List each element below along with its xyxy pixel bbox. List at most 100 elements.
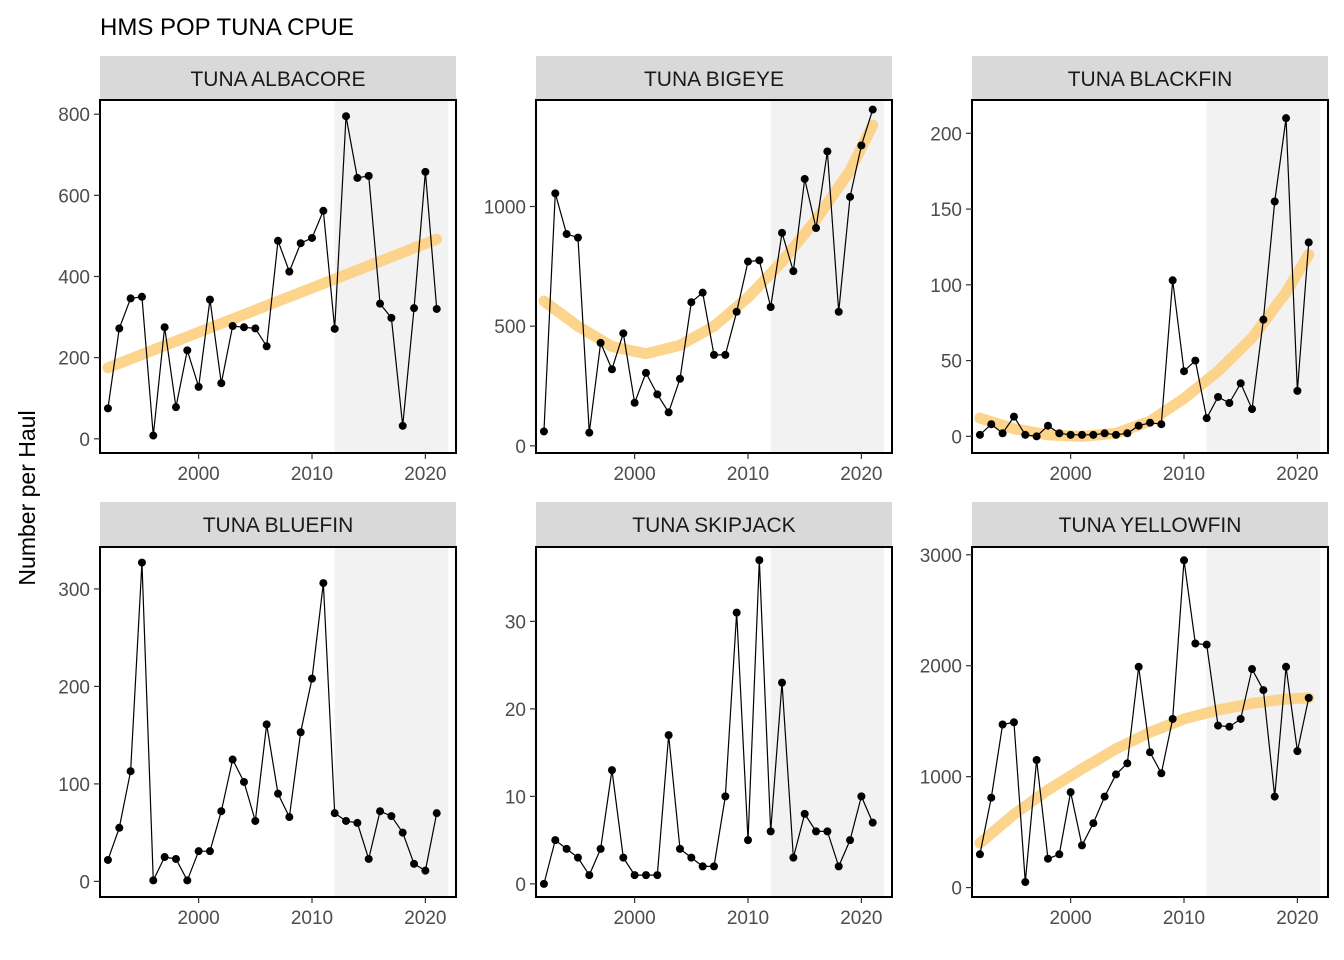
data-point [217, 807, 226, 816]
data-point [1168, 714, 1177, 723]
data-point [834, 862, 843, 871]
data-point [1043, 421, 1052, 430]
y-tick-label: 0 [79, 430, 90, 451]
y-tick-label: 0 [951, 427, 962, 448]
data-point [262, 720, 271, 729]
data-point [1111, 770, 1120, 779]
data-point [998, 429, 1007, 438]
y-tick-label: 3000 [920, 546, 962, 567]
data-point [1259, 315, 1268, 324]
data-point [285, 813, 294, 822]
data-point [562, 844, 571, 853]
data-point [562, 230, 571, 239]
data-point [103, 404, 112, 413]
y-tick-label: 30 [505, 612, 526, 633]
data-point [823, 147, 832, 156]
panel-border [535, 99, 893, 454]
data-point [1202, 640, 1211, 649]
data-point [755, 556, 764, 565]
data-point [687, 853, 696, 862]
data-point [619, 853, 628, 862]
data-point [308, 233, 317, 242]
data-point [1293, 386, 1302, 395]
data-point [596, 844, 605, 853]
data-point [585, 428, 594, 437]
x-tick-label: 2020 [1276, 908, 1318, 929]
data-point [744, 257, 753, 266]
data-point [115, 324, 124, 333]
facet-panel: TUNA BLACKFIN 0 50 100 150 200 2000 2010 2020 [930, 56, 1329, 485]
x-tick-label: 2000 [177, 908, 219, 929]
data-point [800, 809, 809, 818]
x-tick-label: 2020 [840, 464, 882, 485]
shaded-period [1206, 547, 1321, 897]
data-point [641, 368, 650, 377]
x-tick-label: 2000 [613, 464, 655, 485]
data-point [160, 323, 169, 332]
y-tick-label: 0 [515, 875, 526, 896]
data-point [1304, 693, 1313, 702]
data-point [1180, 556, 1189, 565]
data-point [205, 295, 214, 304]
y-tick-label: 300 [58, 580, 90, 601]
data-point [137, 292, 146, 301]
data-point [330, 809, 339, 818]
x-tick-label: 2010 [1163, 908, 1205, 929]
data-point [364, 171, 373, 180]
data-point [1202, 414, 1211, 423]
data-point [1100, 429, 1109, 438]
data-point [732, 307, 741, 316]
facet-strip [536, 56, 892, 100]
data-point [1293, 747, 1302, 756]
y-tick-label: 100 [930, 276, 962, 297]
data-point [1236, 379, 1245, 388]
data-point [376, 807, 385, 816]
data-point [653, 871, 662, 880]
data-point [675, 374, 684, 383]
data-point [1134, 662, 1143, 671]
data-point [698, 288, 707, 297]
y-tick-label: 1000 [920, 768, 962, 789]
y-tick-label: 800 [58, 105, 90, 126]
data-point [1270, 792, 1279, 801]
data-point [421, 167, 430, 176]
facet-strip-label: TUNA YELLOWFIN [1059, 514, 1242, 537]
facet-strip [100, 56, 456, 100]
x-tick-label: 2000 [177, 464, 219, 485]
data-point [755, 256, 764, 265]
data-point [126, 294, 135, 303]
chart-title: HMS POP TUNA CPUE [100, 14, 354, 41]
data-point [585, 871, 594, 880]
facet-strip [536, 502, 892, 546]
data-point [1168, 276, 1177, 285]
panel-border [535, 546, 893, 898]
data-point [1282, 662, 1291, 671]
x-tick-label: 2000 [1049, 464, 1091, 485]
data-point [1146, 748, 1154, 757]
y-tick-label: 600 [58, 186, 90, 207]
data-point [353, 173, 362, 182]
data-point [1225, 722, 1234, 731]
data-point [115, 823, 124, 832]
data-point [1043, 854, 1052, 863]
data-point [732, 608, 741, 617]
data-point [387, 313, 396, 322]
data-point [353, 818, 362, 827]
data-point [239, 777, 248, 786]
data-point [1066, 788, 1075, 797]
data-point [710, 862, 718, 871]
data-point [998, 720, 1007, 729]
data-point [171, 854, 180, 863]
data-point [319, 206, 328, 215]
data-point [103, 855, 112, 864]
data-point [539, 879, 548, 888]
data-point [812, 827, 821, 836]
data-point [1077, 841, 1086, 850]
data-point [641, 871, 650, 880]
data-point [619, 329, 628, 338]
data-point [857, 141, 866, 150]
data-point [1021, 878, 1030, 887]
data-point [607, 766, 616, 775]
y-tick-label: 100 [58, 775, 90, 796]
data-point [398, 828, 407, 837]
